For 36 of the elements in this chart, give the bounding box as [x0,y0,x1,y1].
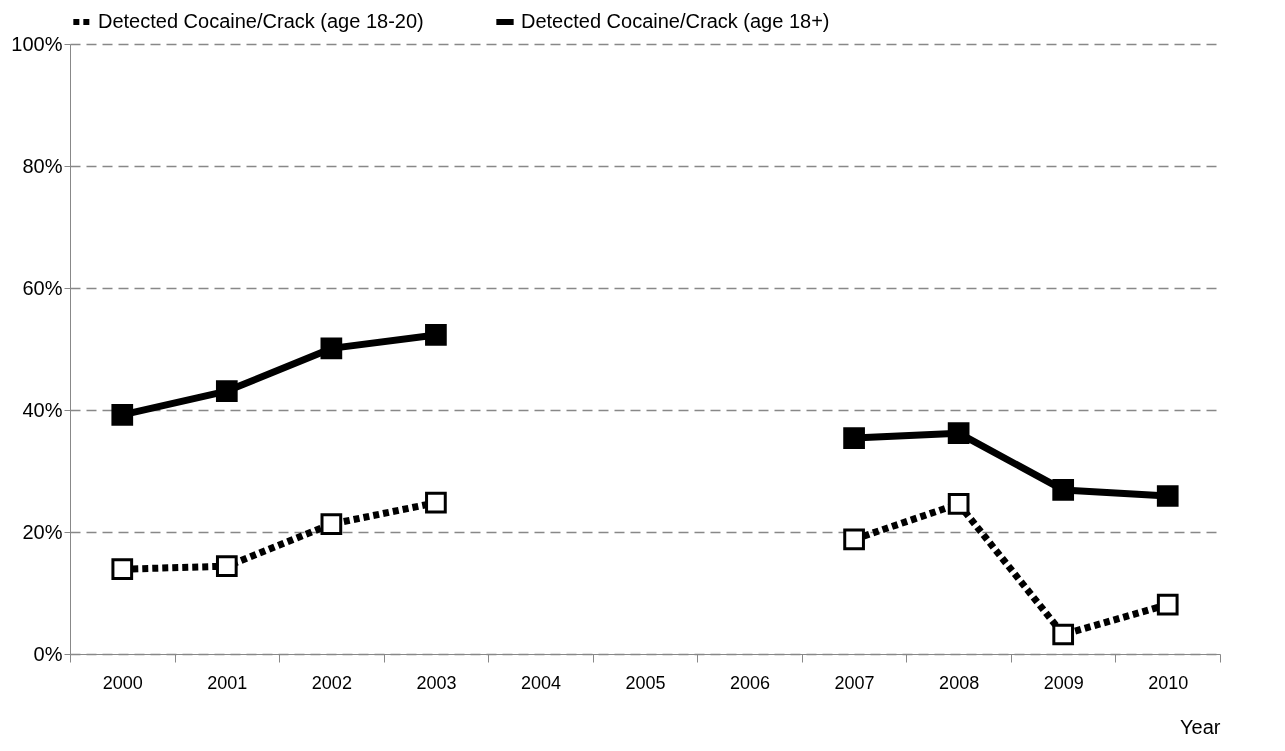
x-tick-label: 2001 [207,672,248,693]
point [1156,593,1179,616]
point [215,380,238,402]
y-tick-label: 100% [11,32,63,55]
point [947,493,970,515]
y-tick-label: 20% [22,520,63,543]
point [947,422,970,445]
point [320,513,343,535]
y-tick-label: 0% [33,642,63,665]
point [111,404,134,426]
x-tick-label: 2006 [730,672,771,693]
y-tick-label: 40% [22,398,63,421]
x-axis-title: Year [1180,715,1221,738]
point [843,528,865,551]
point [1156,485,1179,507]
point [425,324,447,346]
point [111,558,134,581]
point [320,337,343,360]
point [425,491,447,514]
point [1052,623,1075,646]
x-tick-label: 2005 [625,672,666,693]
x-tick-label: 2007 [834,672,875,693]
y-tick-label: 60% [22,276,63,299]
legend-label: Detected Cocaine/Crack (age 18+) [521,10,830,32]
point [215,555,238,578]
x-tick-label: 2004 [520,672,561,693]
x-tick-label: 2003 [416,672,457,693]
y-tick-label: 80% [22,154,63,177]
point [843,427,865,449]
x-tick-label: 2008 [939,672,980,693]
legend-label: Detected Cocaine/Crack (age 18-20) [98,10,424,32]
point [1052,479,1075,501]
x-tick-label: 2010 [1148,672,1189,693]
x-tick-label: 2009 [1043,672,1084,693]
x-tick-label: 2000 [102,672,143,693]
x-tick-label: 2002 [311,672,352,693]
